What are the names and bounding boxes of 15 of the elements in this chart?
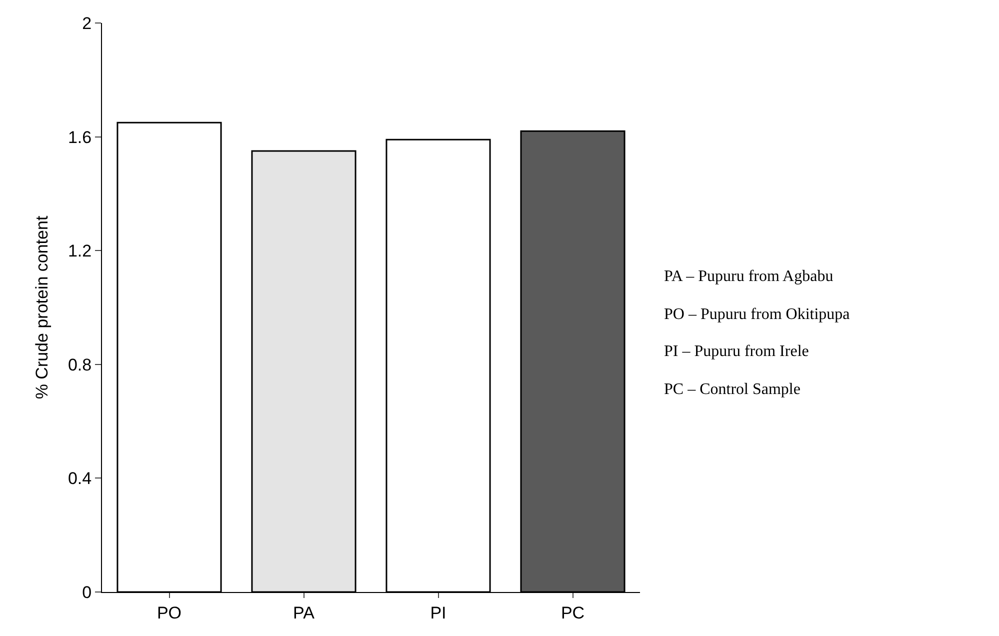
y-tick-label: 1.6 — [68, 128, 92, 147]
y-tick-label: 1.2 — [68, 242, 92, 261]
y-tick-label: 0 — [82, 582, 92, 602]
y-axis-title: % Crude protein content — [32, 216, 52, 400]
x-tick-label: PI — [430, 603, 446, 622]
text: PA – Pupuru from Agbabu — [664, 268, 834, 285]
text: PC – Control Sample — [664, 381, 800, 398]
y-tick-label: 0.8 — [68, 355, 92, 374]
x-tick-label: PC — [560, 603, 585, 622]
x-tick-label: PA — [293, 603, 316, 622]
y-tick-label: 0.4 — [68, 469, 92, 488]
text: PO – Pupuru from Okitipupa — [664, 306, 850, 323]
y-tick-label: 2 — [82, 14, 92, 33]
text: PI – Pupuru from Irele — [664, 343, 809, 360]
x-tick-label: PO — [156, 603, 182, 622]
